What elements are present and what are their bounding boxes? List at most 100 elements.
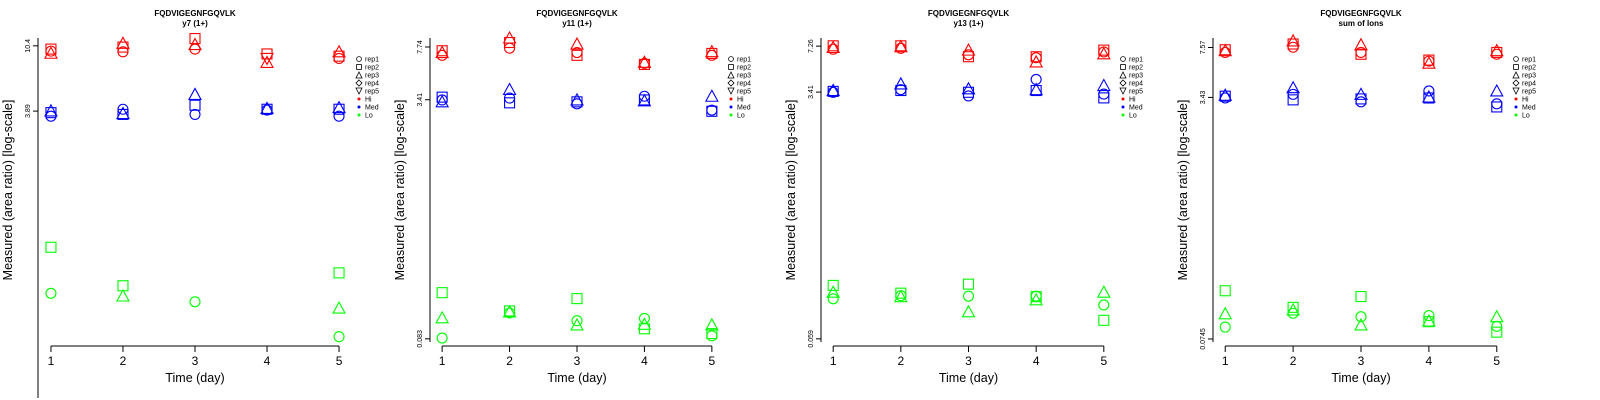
data-point-med-rep3 (1354, 87, 1368, 100)
legend-label: rep1 (1522, 57, 1536, 64)
data-point-med-rep3 (260, 101, 274, 114)
data-point-med-rep1 (962, 90, 975, 102)
data-point-med-rep3 (1286, 80, 1301, 94)
data-point-med-rep3 (961, 81, 976, 95)
data-point-med-rep3 (1218, 88, 1233, 101)
data-point-med-rep3 (704, 89, 719, 102)
data-point-lo-rep2 (436, 287, 448, 299)
legend-symbol-hi (729, 97, 733, 101)
data-point-hi-rep5 (260, 52, 274, 66)
data-point-lo-rep2 (1355, 290, 1367, 303)
data-point-lo-rep1 (1491, 320, 1503, 332)
legend-label: Med (737, 105, 751, 112)
data-point-hi-rep2 (1219, 44, 1231, 56)
legend-symbol-rep5 (355, 87, 363, 95)
x-axis-label: Time (day) (1331, 371, 1390, 385)
data-point-med-rep3 (893, 76, 908, 90)
y-tick-label: 0.0745 (1200, 328, 1207, 350)
y-tick-label: 10.4 (25, 39, 32, 53)
x-tick-label: 5 (709, 354, 716, 368)
data-point-lo-rep3 (1489, 309, 1504, 323)
y-tick-label: 7.57 (1200, 41, 1207, 55)
data-point-med-rep3 (1096, 78, 1111, 92)
legend-symbol-rep5 (727, 87, 735, 95)
data-point-lo-rep1 (895, 290, 907, 302)
x-tick-label: 2 (506, 354, 513, 368)
legend-label: rep5 (365, 89, 379, 96)
chart-title: FQDVIGEGNFGQVLK (1320, 9, 1402, 18)
data-point-hi-rep2 (706, 47, 718, 60)
data-point-lo-rep2 (1030, 291, 1042, 303)
y-tick-label: 3.41 (417, 93, 424, 107)
data-point-lo-rep1 (45, 287, 57, 299)
legend-symbol-rep1 (1120, 56, 1126, 62)
legend-symbol-med (357, 105, 361, 109)
legend-symbol-rep1 (728, 56, 734, 62)
data-point-med-rep3 (570, 92, 584, 106)
data-point-med-rep2 (827, 85, 839, 97)
data-point-lo-rep1 (1355, 311, 1367, 323)
x-tick-label: 3 (192, 354, 199, 368)
legend-symbol-lo (729, 113, 733, 117)
data-point-med-rep1 (1491, 98, 1503, 110)
data-point-hi-rep3 (1354, 37, 1368, 51)
legend-label: Hi (1522, 97, 1529, 104)
legend-symbol-rep3 (1119, 71, 1127, 79)
data-point-med-rep3 (116, 106, 130, 120)
legend-symbol-rep1 (356, 56, 362, 62)
legend-label: Med (1522, 105, 1536, 112)
legend-symbol-rep3 (355, 71, 363, 79)
data-point-lo-rep1 (571, 315, 583, 327)
x-tick-label: 5 (1493, 354, 1500, 368)
legend-label: rep1 (737, 57, 751, 64)
data-point-med-rep2 (504, 97, 516, 109)
legend-symbol-hi (357, 97, 361, 101)
x-tick-label: 1 (48, 354, 55, 368)
data-point-hi-rep3 (893, 39, 908, 53)
data-point-hi-rep1 (333, 52, 345, 64)
data-point-lo-rep1 (1423, 309, 1435, 322)
data-point-hi-rep2 (962, 51, 975, 63)
data-point-hi-rep3 (637, 55, 652, 68)
data-point-hi-rep3 (1489, 43, 1504, 57)
data-point-hi-rep3 (1421, 56, 1436, 69)
y-axis-label: Measured (area ratio) [log-scale] (784, 100, 798, 281)
data-point-lo-rep1 (706, 330, 718, 342)
data-point-hi-rep3 (961, 42, 976, 56)
data-point-lo-rep2 (1287, 301, 1299, 313)
legend-symbol-lo (1121, 113, 1125, 117)
data-point-lo-rep1 (189, 296, 201, 308)
data-point-med-rep2 (261, 103, 273, 115)
legend-symbol-lo (357, 113, 361, 117)
data-point-med-rep1 (895, 84, 907, 96)
data-point-lo-rep2 (827, 279, 839, 291)
legend-symbol-rep2 (728, 64, 734, 70)
data-point-hi-rep3 (44, 46, 58, 59)
data-point-lo-rep1 (436, 332, 448, 344)
data-point-hi-rep2 (1491, 46, 1503, 58)
legend-label: rep4 (1129, 81, 1143, 88)
legend-label: Hi (1129, 97, 1136, 104)
legend-label: Lo (1129, 113, 1137, 120)
legend-symbol-rep4 (727, 79, 735, 87)
data-point-med-rep2 (117, 108, 129, 120)
legend-label: rep2 (1522, 65, 1536, 72)
x-tick-label: 1 (1222, 354, 1229, 368)
data-point-hi-rep3 (116, 36, 130, 49)
data-point-med-rep2 (1287, 94, 1299, 106)
x-tick-label: 1 (830, 354, 837, 368)
x-tick-label: 1 (439, 354, 446, 368)
legend-symbol-med (729, 105, 733, 109)
data-point-lo-rep2 (706, 328, 718, 340)
data-point-lo-rep2 (1423, 316, 1435, 328)
data-point-med-rep2 (436, 91, 448, 103)
legend-label: Hi (365, 97, 372, 104)
legend-label: Lo (737, 113, 745, 120)
data-point-hi-rep3 (704, 44, 719, 58)
legend-symbol-hi (1514, 97, 1518, 101)
